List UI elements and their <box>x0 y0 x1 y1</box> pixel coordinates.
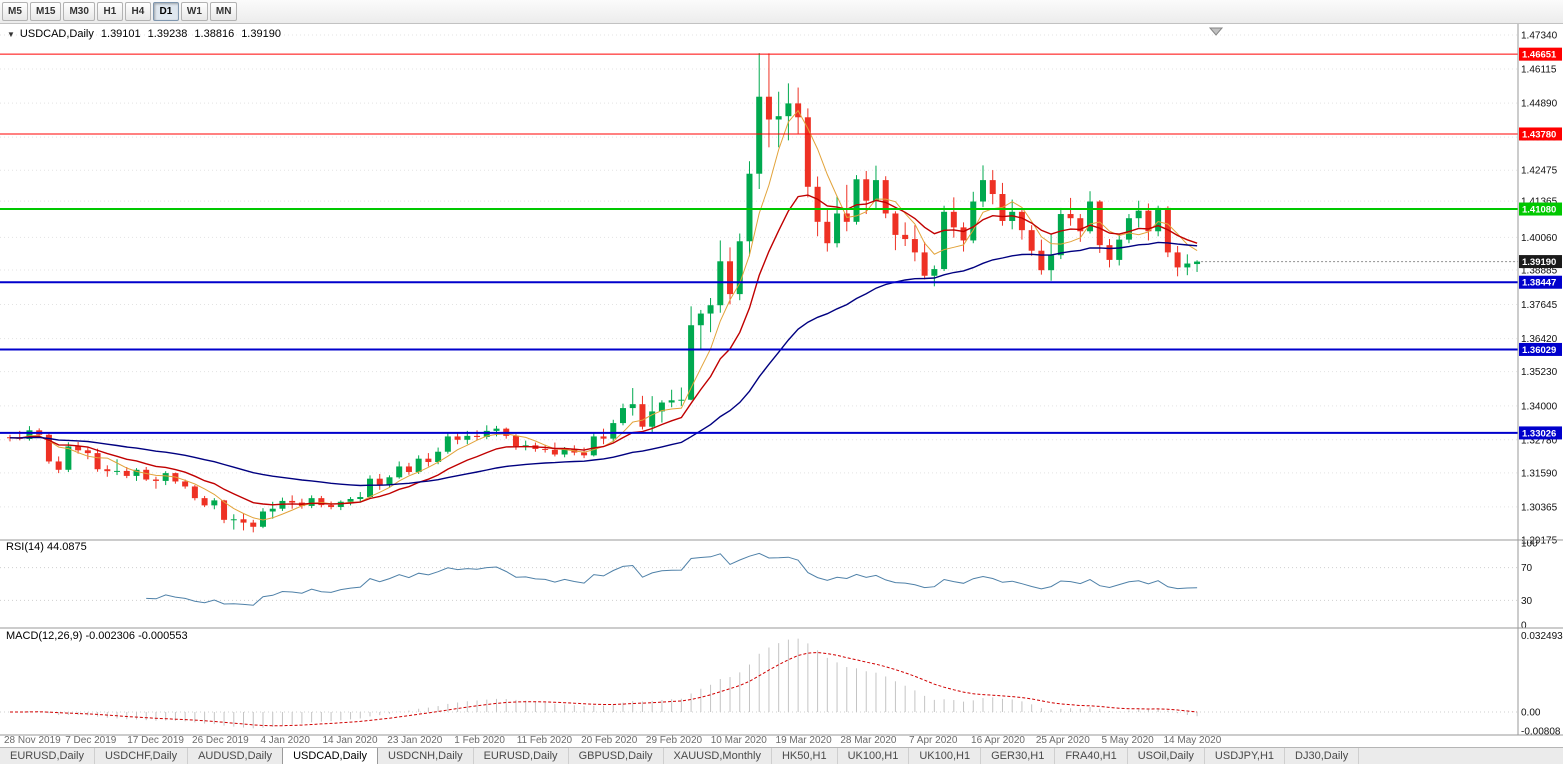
svg-text:1.32780: 1.32780 <box>1521 435 1558 446</box>
svg-text:100: 100 <box>1521 539 1538 550</box>
chart-ohlc-title: ▼ USDCAD,Daily 1.39101 1.39238 1.38816 1… <box>7 28 281 40</box>
svg-text:17 Dec 2019: 17 Dec 2019 <box>127 735 184 746</box>
chart-tab-dj30-daily[interactable]: DJ30,Daily <box>1285 748 1360 764</box>
chart-tab-uk100-h1[interactable]: UK100,H1 <box>838 748 910 764</box>
svg-text:0: 0 <box>1521 621 1527 632</box>
svg-text:7 Dec 2019: 7 Dec 2019 <box>65 735 117 746</box>
svg-text:70: 70 <box>1521 563 1533 574</box>
chart-tab-usdcad-daily[interactable]: USDCAD,Daily <box>282 748 379 764</box>
svg-text:1.46651: 1.46651 <box>1522 50 1557 61</box>
svg-text:10 Mar 2020: 10 Mar 2020 <box>711 735 768 746</box>
chart-collapse-icon[interactable]: ▼ <box>7 29 15 39</box>
svg-text:28 Mar 2020: 28 Mar 2020 <box>840 735 897 746</box>
chart-tab-hk50-h1[interactable]: HK50,H1 <box>772 748 838 764</box>
svg-text:1.31590: 1.31590 <box>1521 468 1558 479</box>
ohlc-close: 1.39190 <box>241 28 281 40</box>
timeframe-button-mn[interactable]: MN <box>209 2 238 21</box>
timeframe-button-d1[interactable]: D1 <box>152 2 179 21</box>
chart-tab-usdchf-daily[interactable]: USDCHF,Daily <box>95 748 189 764</box>
svg-text:1.37645: 1.37645 <box>1521 300 1558 311</box>
price-chart-svg[interactable]: 100 70 30 0 0.032493 0.00 -0.00808 28 Nov 201… <box>0 24 1563 748</box>
svg-text:11 Feb 2020: 11 Feb 2020 <box>517 735 573 746</box>
timeframe-toolbar: M5 M15 M30 H1 H4 D1 W1 MN <box>0 0 1563 24</box>
svg-text:14 May 2020: 14 May 2020 <box>1163 735 1221 746</box>
rsi-pane: 100 70 30 0 <box>0 539 1538 632</box>
support-resistance-lines[interactable] <box>0 53 1518 434</box>
ohlc-low: 1.38816 <box>194 28 235 40</box>
svg-text:19 Mar 2020: 19 Mar 2020 <box>776 735 833 746</box>
svg-text:29 Feb 2020: 29 Feb 2020 <box>646 735 703 746</box>
svg-text:7 Apr 2020: 7 Apr 2020 <box>909 735 958 746</box>
svg-text:1.38885: 1.38885 <box>1521 266 1558 277</box>
pane-separators <box>0 24 1563 736</box>
chart-tab-audusd-daily[interactable]: AUDUSD,Daily <box>188 748 284 764</box>
svg-text:20 Feb 2020: 20 Feb 2020 <box>581 735 638 746</box>
svg-text:1.33026: 1.33026 <box>1522 428 1556 439</box>
chart-shift-marker[interactable] <box>1208 27 1224 36</box>
ohlc-high: 1.39238 <box>147 28 188 40</box>
chart-tab-usdjpy-h1[interactable]: USDJPY,H1 <box>1205 748 1286 764</box>
chart-tab-uk100-h1[interactable]: UK100,H1 <box>909 748 982 764</box>
timeframe-button-h1[interactable]: H1 <box>96 2 123 21</box>
svg-text:1.47340: 1.47340 <box>1521 31 1558 42</box>
svg-text:-0.00808: -0.00808 <box>1521 727 1561 738</box>
svg-text:1.42475: 1.42475 <box>1521 166 1558 177</box>
candlestick-series <box>7 53 1201 533</box>
svg-text:1.41080: 1.41080 <box>1522 205 1556 216</box>
svg-text:1.35230: 1.35230 <box>1521 367 1558 378</box>
svg-text:1.46115: 1.46115 <box>1521 65 1557 76</box>
svg-text:5 May 2020: 5 May 2020 <box>1101 735 1154 746</box>
chart-tab-fra40-h1[interactable]: FRA40,H1 <box>1055 748 1128 764</box>
svg-text:1.39190: 1.39190 <box>1522 257 1556 268</box>
chart-tab-gbpusd-daily[interactable]: GBPUSD,Daily <box>569 748 664 764</box>
svg-text:25 Apr 2020: 25 Apr 2020 <box>1036 735 1090 746</box>
macd-indicator-label: MACD(12,26,9) -0.002306 -0.000553 <box>6 630 188 642</box>
chart-tab-usdcnh-daily[interactable]: USDCNH,Daily <box>378 748 474 764</box>
rsi-indicator-label: RSI(14) 44.0875 <box>6 541 87 553</box>
date-axis: 28 Nov 2019 7 Dec 2019 17 Dec 2019 26 Dec 2… <box>4 735 1222 746</box>
chart-tab-bar: EURUSD,Daily USDCHF,Daily AUDUSD,Daily USDC… <box>0 747 1563 764</box>
chart-tab-eurusd-daily[interactable]: EURUSD,Daily <box>474 748 569 764</box>
timeframe-button-m5[interactable]: M5 <box>2 2 28 21</box>
ohlc-open: 1.39101 <box>100 28 141 40</box>
svg-text:30: 30 <box>1521 596 1533 607</box>
timeframe-button-w1[interactable]: W1 <box>180 2 208 21</box>
timeframe-button-m30[interactable]: M30 <box>63 2 95 21</box>
svg-text:0.032493: 0.032493 <box>1521 631 1563 642</box>
timeframe-button-m15[interactable]: M15 <box>30 2 62 21</box>
svg-text:1.36029: 1.36029 <box>1522 345 1556 356</box>
svg-text:1.29175: 1.29175 <box>1521 535 1558 546</box>
chart-tab-xauusd-monthly[interactable]: XAUUSD,Monthly <box>664 748 772 764</box>
svg-text:16 Apr 2020: 16 Apr 2020 <box>971 735 1025 746</box>
svg-text:1.34000: 1.34000 <box>1521 401 1558 412</box>
chart-tab-usoil-daily[interactable]: USOil,Daily <box>1128 748 1205 764</box>
svg-text:1.43780: 1.43780 <box>1522 129 1556 140</box>
svg-text:1.36420: 1.36420 <box>1521 334 1558 345</box>
macd-pane: 0.032493 0.00 -0.00808 <box>0 631 1563 738</box>
chart-tab-eurusd-daily[interactable]: EURUSD,Daily <box>0 748 95 764</box>
svg-text:28 Nov 2019: 28 Nov 2019 <box>4 735 61 746</box>
moving-average-lines <box>9 109 1198 521</box>
svg-text:1.40060: 1.40060 <box>1521 233 1558 244</box>
price-axis: 1.473401.461151.448901.436651.424751.413… <box>1519 31 1562 546</box>
svg-text:0.00: 0.00 <box>1521 708 1541 719</box>
svg-text:23 Jan 2020: 23 Jan 2020 <box>387 735 442 746</box>
svg-text:1.38447: 1.38447 <box>1522 278 1556 289</box>
chart-symbol-label: USDCAD,Daily <box>19 28 94 40</box>
svg-text:14 Jan 2020: 14 Jan 2020 <box>322 735 377 746</box>
chart-tab-ger30-h1[interactable]: GER30,H1 <box>981 748 1056 764</box>
svg-text:1.44890: 1.44890 <box>1521 99 1558 110</box>
svg-text:1.41365: 1.41365 <box>1521 197 1558 208</box>
timeframe-button-h4[interactable]: H4 <box>124 2 151 21</box>
svg-text:1.30365: 1.30365 <box>1521 502 1558 513</box>
svg-text:4 Jan 2020: 4 Jan 2020 <box>260 735 310 746</box>
svg-text:26 Dec 2019: 26 Dec 2019 <box>192 735 249 746</box>
svg-text:1 Feb 2020: 1 Feb 2020 <box>454 735 505 746</box>
